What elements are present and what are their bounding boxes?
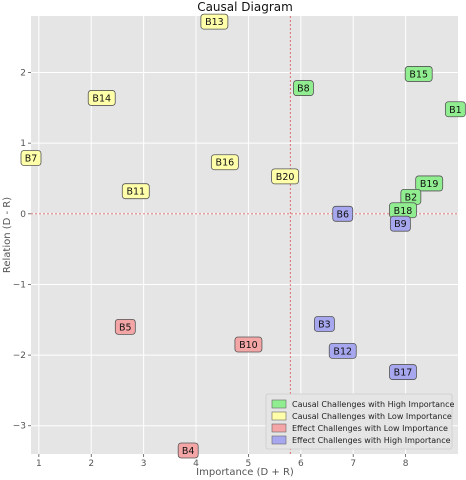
point-b11: B11 (121, 183, 150, 200)
point-box (313, 316, 335, 332)
point-b17: B17 (389, 364, 417, 380)
point-b4: B4 (177, 442, 199, 459)
legend-entry: Causal Challenges with Low Importance (292, 412, 452, 421)
point-label: B6 (336, 209, 349, 220)
point-label: B1 (449, 105, 462, 116)
point-b19: B19 (415, 175, 444, 192)
y-tick-label: 2 (20, 69, 26, 79)
point-box (293, 80, 314, 96)
point-b9: B9 (389, 215, 411, 232)
point-box (121, 183, 150, 200)
point-b12: B12 (328, 342, 357, 359)
y-tick-label: 0 (20, 210, 26, 220)
point-label: B8 (297, 84, 310, 95)
x-tick-label: 6 (298, 459, 304, 469)
point-label: B7 (25, 153, 38, 164)
point-b3: B3 (313, 316, 335, 332)
point-b7: B7 (20, 150, 42, 166)
point-b2: B2 (400, 188, 422, 205)
point-label: B15 (409, 69, 428, 80)
x-axis-label: Importance (D + R) (196, 467, 294, 478)
point-box (415, 175, 444, 192)
point-label: B4 (182, 446, 195, 457)
point-b20: B20 (271, 168, 300, 185)
x-tick-label: 7 (350, 459, 356, 469)
point-box (389, 215, 411, 232)
point-box (404, 66, 433, 82)
point-box (444, 101, 466, 118)
legend-box (265, 393, 453, 450)
point-label: B19 (420, 179, 439, 190)
point-label: B11 (126, 187, 145, 198)
point-label: B14 (92, 93, 111, 104)
x-tick-label: 1 (36, 459, 42, 469)
point-label: B20 (276, 172, 295, 183)
y-tick-label: −1 (13, 280, 26, 290)
legend-entry: Effect Challenges with Low Importance (292, 424, 448, 433)
point-label: B9 (394, 219, 407, 230)
point-b14: B14 (87, 90, 116, 106)
x-tick-label: 3 (141, 459, 147, 469)
point-label: B12 (333, 346, 352, 357)
point-label: B3 (318, 320, 331, 331)
point-box (177, 442, 199, 459)
point-label: B16 (216, 158, 235, 169)
point-b8: B8 (293, 80, 314, 96)
y-tick-label: −2 (13, 351, 26, 361)
y-tick-label: −3 (13, 422, 26, 432)
legend-entry: Effect Challenges with High Importance (292, 436, 451, 445)
x-tick-label: 2 (88, 459, 94, 469)
point-b13: B13 (200, 13, 229, 30)
y-axis-label: Relation (D - R) (2, 197, 13, 273)
x-tick-label: 5 (246, 459, 252, 469)
point-label: B13 (205, 17, 224, 28)
legend-swatch (271, 411, 287, 421)
point-box (328, 342, 357, 359)
legend-swatch (271, 423, 287, 433)
x-tick-label: 4 (193, 459, 199, 469)
x-tick-label: 8 (403, 459, 409, 469)
point-box (200, 13, 229, 30)
point-label: B2 (405, 192, 418, 203)
legend-swatch (271, 399, 287, 409)
point-b6: B6 (332, 205, 354, 222)
point-b15: B15 (404, 66, 433, 82)
point-box (210, 154, 239, 171)
point-label: B5 (119, 322, 132, 333)
point-box (87, 90, 116, 106)
point-label: B18 (394, 206, 413, 217)
point-b10: B10 (234, 336, 263, 353)
point-box (234, 336, 263, 353)
plot-area (31, 16, 458, 454)
legend: Causal Challenges with High Importance Ca… (265, 393, 454, 450)
reference-lines (31, 16, 458, 454)
legend-entry: Causal Challenges with High Importance (292, 400, 454, 409)
point-box (114, 318, 136, 335)
point-box (332, 205, 354, 222)
point-box (271, 168, 300, 185)
point-label: B10 (239, 340, 258, 351)
chart-title: Causal Diagram (197, 0, 293, 14)
point-b1: B1 (444, 101, 466, 118)
point-box (20, 150, 42, 166)
point-b18: B18 (389, 202, 417, 219)
point-box (389, 364, 417, 380)
point-label: B17 (394, 368, 413, 379)
point-b5: B5 (114, 318, 136, 335)
point-b16: B16 (210, 154, 239, 171)
axis-ticks: 1 2 3 4 5 6 7 8 −3 −2 −1 0 1 2 (13, 69, 409, 469)
y-tick-label: 1 (20, 139, 26, 149)
legend-swatch (271, 435, 287, 445)
